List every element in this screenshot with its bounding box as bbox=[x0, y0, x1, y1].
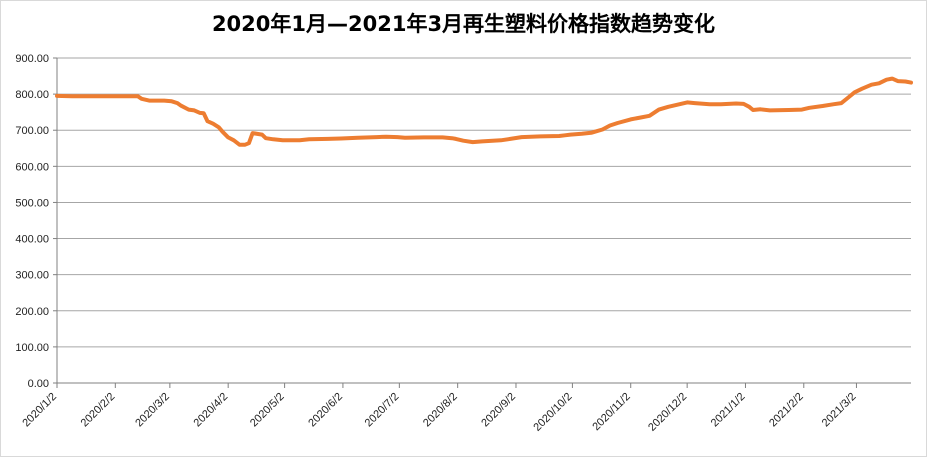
gridlines bbox=[57, 57, 911, 348]
chart-title: 2020年1月—2021年3月再生塑料价格指数趋势变化 bbox=[211, 12, 716, 36]
x-tick-label: 2020/3/2 bbox=[133, 391, 172, 430]
y-tick-label: 0.00 bbox=[28, 378, 49, 390]
y-tick-label: 500.00 bbox=[15, 197, 49, 209]
x-tick-label: 2020/5/2 bbox=[248, 391, 287, 430]
x-tick-label: 2020/9/2 bbox=[479, 391, 518, 430]
y-tick-label: 600.00 bbox=[15, 161, 49, 173]
x-tick-label: 2020/4/2 bbox=[192, 391, 231, 430]
y-tick-label: 100.00 bbox=[15, 342, 49, 354]
x-tick-label: 2020/12/2 bbox=[646, 391, 689, 434]
y-tick-label: 400.00 bbox=[15, 234, 49, 246]
x-tick-label: 2020/2/2 bbox=[79, 391, 118, 430]
y-tick-label: 700.00 bbox=[15, 125, 49, 137]
x-tick-label: 2020/11/2 bbox=[590, 391, 633, 434]
x-tick-label: 2021/2/2 bbox=[767, 391, 806, 430]
x-tick-label: 2020/10/2 bbox=[531, 391, 574, 434]
x-tick-label: 2021/3/2 bbox=[820, 391, 859, 430]
y-tick-label: 300.00 bbox=[15, 270, 49, 282]
y-tick-label: 800.00 bbox=[15, 89, 49, 101]
y-tick-labels: 0.00 100.00 200.00 300.00 400.00 500.00 600.00… bbox=[15, 53, 49, 390]
y-tick-label: 900.00 bbox=[15, 53, 49, 65]
series-line bbox=[55, 76, 913, 147]
x-tick-label: 2020/1/2 bbox=[20, 391, 59, 430]
x-tick-labels: 2020/1/2 2020/2/2 2020/3/2 2020/4/2 2020/5/2… bbox=[20, 391, 858, 434]
x-tick-label: 2021/1/2 bbox=[709, 391, 748, 430]
x-tick-label: 2020/7/2 bbox=[363, 391, 402, 430]
x-tick-label: 2020/6/2 bbox=[306, 391, 345, 430]
axes bbox=[53, 57, 911, 388]
series bbox=[55, 76, 913, 147]
y-tick-label: 200.00 bbox=[15, 306, 49, 318]
x-tick-label: 2020/8/2 bbox=[421, 391, 460, 430]
